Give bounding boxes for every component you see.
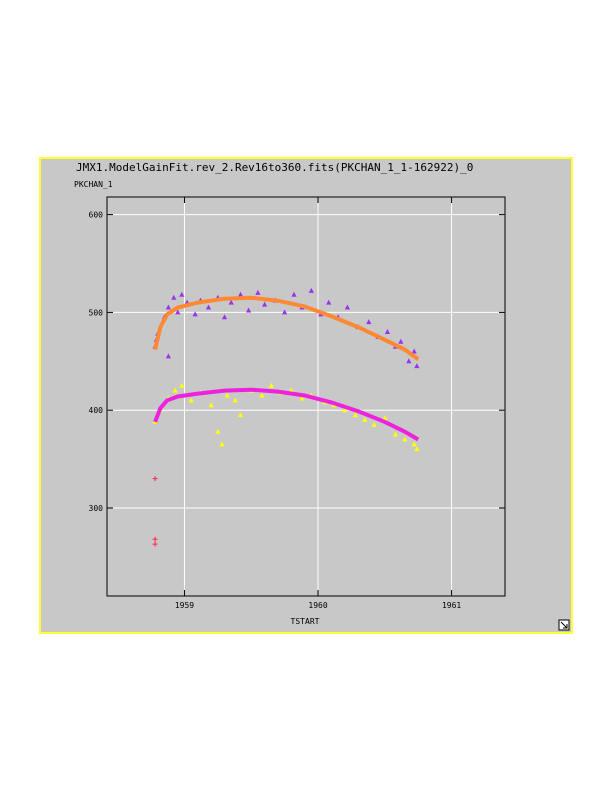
point — [165, 304, 172, 310]
y-tick-label: 500 — [89, 308, 104, 317]
point — [152, 476, 158, 482]
point — [215, 428, 221, 434]
point — [188, 397, 194, 403]
point — [205, 304, 212, 310]
point — [402, 436, 408, 442]
point — [366, 319, 372, 325]
point — [152, 536, 158, 542]
point — [411, 441, 417, 447]
y-tick-label: 300 — [89, 504, 104, 513]
point — [171, 294, 177, 300]
y-axis-label: PKCHAN_1 — [74, 180, 113, 189]
point — [398, 338, 404, 344]
point — [352, 412, 359, 418]
fit-line — [153, 387, 420, 442]
point — [344, 304, 351, 310]
point — [362, 416, 368, 422]
point — [165, 353, 172, 359]
point — [411, 348, 417, 354]
point — [342, 407, 348, 413]
point — [414, 446, 420, 452]
point — [221, 314, 228, 320]
point — [371, 421, 377, 427]
point — [172, 387, 178, 393]
point — [382, 415, 388, 421]
point — [175, 309, 181, 315]
point — [228, 299, 234, 305]
chart-title: JMX1.ModelGainFit.rev_2.Rev16to360.fits(… — [76, 161, 473, 174]
fit-line — [153, 295, 420, 361]
point — [232, 397, 238, 403]
resize-arrow — [560, 621, 568, 629]
x-axis-label: TSTART — [291, 617, 320, 626]
point — [268, 382, 274, 388]
point — [255, 289, 261, 295]
point — [406, 358, 412, 364]
point — [237, 412, 244, 418]
x-tick-label: 1960 — [308, 601, 327, 610]
point — [414, 363, 420, 369]
point — [152, 541, 158, 547]
x-tick-label: 1961 — [442, 601, 461, 610]
point — [326, 299, 332, 305]
point — [179, 291, 185, 297]
point — [308, 287, 314, 293]
x-tick-label: 1959 — [175, 601, 194, 610]
point — [299, 395, 305, 401]
point — [179, 382, 185, 388]
point — [219, 441, 225, 447]
point — [259, 392, 265, 398]
point — [291, 291, 297, 297]
point — [261, 301, 268, 307]
y-tick-label: 400 — [89, 406, 104, 415]
point — [237, 291, 244, 297]
point — [245, 307, 252, 313]
point — [192, 311, 198, 317]
point — [224, 392, 230, 398]
point — [384, 328, 391, 334]
y-tick-label: 600 — [89, 211, 104, 220]
point — [392, 431, 399, 437]
point — [282, 309, 288, 315]
point — [208, 402, 214, 408]
resize-icon[interactable] — [558, 619, 570, 631]
plot-area — [106, 196, 506, 597]
